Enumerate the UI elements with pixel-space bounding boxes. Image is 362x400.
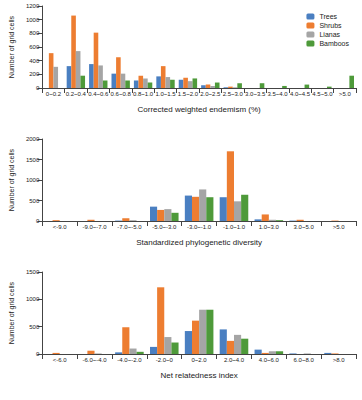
svg-text:-2.0~0: -2.0~0 xyxy=(156,357,174,363)
svg-text:0~0.2: 0~0.2 xyxy=(46,91,62,97)
svg-text:3.0~3.5: 3.0~3.5 xyxy=(245,91,266,97)
svg-text:Lianas: Lianas xyxy=(319,31,340,38)
svg-text:Number of grid cells: Number of grid cells xyxy=(8,281,16,344)
svg-text:-9.0~-7.0: -9.0~-7.0 xyxy=(82,224,107,230)
svg-text:Standardized phylogenetic dive: Standardized phylogenetic diversity xyxy=(136,238,262,247)
svg-text:1200: 1200 xyxy=(26,3,40,9)
svg-text:-6.0~-4.0: -6.0~-4.0 xyxy=(82,357,107,363)
svg-text:Number of grid cells: Number of grid cells xyxy=(8,148,16,211)
svg-text:1000: 1000 xyxy=(26,177,40,183)
svg-text:Number of grid cells: Number of grid cells xyxy=(8,15,16,78)
svg-text:4.0~6.0: 4.0~6.0 xyxy=(259,357,280,363)
svg-text:800: 800 xyxy=(29,30,40,36)
svg-text:0: 0 xyxy=(36,351,40,357)
svg-text:2.5~3.0: 2.5~3.0 xyxy=(223,91,244,97)
svg-text:400: 400 xyxy=(29,58,40,64)
svg-text:>5.0: >5.0 xyxy=(333,224,346,230)
svg-text:1500: 1500 xyxy=(26,269,40,275)
svg-text:0.6~0.8: 0.6~0.8 xyxy=(111,91,132,97)
svg-text:2.0~4.0: 2.0~4.0 xyxy=(224,357,245,363)
svg-text:2000: 2000 xyxy=(26,136,40,142)
svg-text:0.2~0.4: 0.2~0.4 xyxy=(66,91,87,97)
svg-text:<-6.0: <-6.0 xyxy=(53,357,68,363)
svg-text:-5.0~-3.0: -5.0~-3.0 xyxy=(152,224,177,230)
svg-text:-4.0~-2.0: -4.0~-2.0 xyxy=(117,357,142,363)
svg-text:-1.0~1.0: -1.0~1.0 xyxy=(223,224,246,230)
svg-text:-3.0~-1.0: -3.0~-1.0 xyxy=(187,224,212,230)
svg-text:4.0~4.5: 4.0~4.5 xyxy=(290,91,311,97)
svg-text:Shrubs: Shrubs xyxy=(319,22,342,29)
svg-text:1.0~3.0: 1.0~3.0 xyxy=(259,224,280,230)
svg-text:1.0~1.5: 1.0~1.5 xyxy=(155,91,176,97)
svg-text:3.5~4.0: 3.5~4.0 xyxy=(267,91,288,97)
svg-text:1500: 1500 xyxy=(26,157,40,163)
svg-text:500: 500 xyxy=(29,324,40,330)
svg-text:<-9.0: <-9.0 xyxy=(53,224,68,230)
svg-text:1.5~2.0: 1.5~2.0 xyxy=(178,91,199,97)
svg-text:600: 600 xyxy=(29,44,40,50)
svg-text:4.5~5.0: 4.5~5.0 xyxy=(312,91,333,97)
svg-text:500: 500 xyxy=(29,198,40,204)
svg-text:>5.0: >5.0 xyxy=(339,91,352,97)
svg-text:0: 0 xyxy=(36,85,40,91)
svg-text:200: 200 xyxy=(29,71,40,77)
svg-text:0: 0 xyxy=(36,218,40,224)
svg-text:Corrected weighted endemism (%: Corrected weighted endemism (%) xyxy=(138,105,261,114)
svg-text:Bamboos: Bamboos xyxy=(319,40,349,47)
svg-text:0.8~1.0: 0.8~1.0 xyxy=(133,91,154,97)
svg-text:1000: 1000 xyxy=(26,296,40,302)
svg-text:Net relatedness index: Net relatedness index xyxy=(160,371,237,380)
svg-text:Trees: Trees xyxy=(319,13,337,20)
svg-text:1000: 1000 xyxy=(26,17,40,23)
svg-text:0.4~0.6: 0.4~0.6 xyxy=(88,91,109,97)
svg-text:>8.0: >8.0 xyxy=(333,357,346,363)
svg-text:3.0~5.0: 3.0~5.0 xyxy=(294,224,315,230)
svg-text:2.0~2.5: 2.0~2.5 xyxy=(200,91,221,97)
svg-text:0~2.0: 0~2.0 xyxy=(192,357,208,363)
svg-text:-7.0~-5.0: -7.0~-5.0 xyxy=(117,224,142,230)
svg-text:6.0~8.0: 6.0~8.0 xyxy=(294,357,315,363)
